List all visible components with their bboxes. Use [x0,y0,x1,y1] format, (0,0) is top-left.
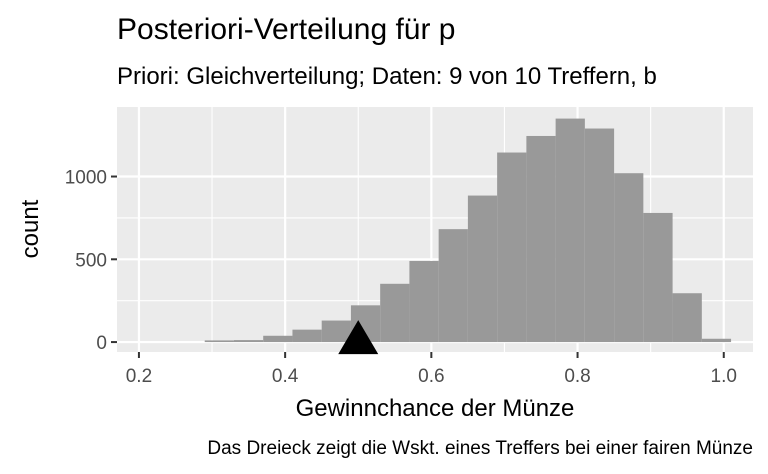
histogram-bar [233,340,264,343]
y-tick-label: 500 [75,250,107,271]
y-tick-label: 0 [96,333,107,354]
marker-layer [338,320,379,355]
y-axis: 0 500 1000 [65,168,117,354]
histogram-bar [321,320,351,343]
histogram-bar [380,283,410,343]
histogram-bar [701,338,732,343]
x-axis: 0.2 0.4 0.6 0.8 1.0 [126,352,737,387]
histogram-bar [409,260,439,343]
histogram-bar [438,229,468,343]
histogram-bar [526,135,556,343]
chart-title: Posteriori-Verteilung für p [117,13,456,46]
histogram-bar [555,118,585,343]
histogram-bar [204,340,234,343]
histogram-bar [672,293,702,343]
x-axis-label: Gewinnchance der Münze [296,395,575,422]
histogram-bar [467,195,498,343]
chart-caption: Das Dreieck zeigt die Wskt. eines Treffe… [207,438,753,459]
x-tick-label: 0.8 [564,366,590,387]
histogram-bar [643,212,673,343]
histogram-bars [204,118,732,343]
x-tick-label: 0.4 [272,366,299,387]
y-axis-label: count [17,199,44,258]
x-tick-label: 0.6 [418,366,444,387]
x-tick-label: 0.2 [126,366,152,387]
histogram-bar [497,152,527,343]
chart-subtitle: Priori: Gleichverteilung; Daten: 9 von 1… [117,63,657,90]
fair-coin-marker [338,320,379,355]
y-tick-label: 1000 [65,168,107,189]
histogram-bar [614,173,644,343]
x-tick-label: 1.0 [711,366,737,387]
histogram-bar [292,329,322,343]
histogram-bar [584,128,615,343]
histogram-bar [263,335,293,343]
